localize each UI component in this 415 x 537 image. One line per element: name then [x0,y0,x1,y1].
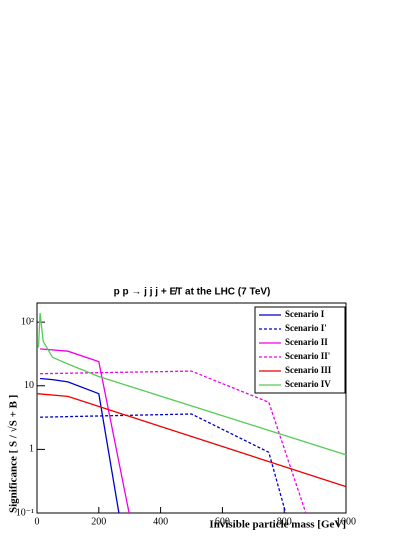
series-line [37,312,347,456]
legend-box [254,306,346,394]
series-line [36,393,347,488]
legend-label: Scenario II [285,337,328,347]
legend-label: Scenario I [285,309,325,319]
x-tick-label: 0 [35,516,40,527]
legend-label: Scenario III [285,365,332,375]
series-line [40,377,120,514]
series-line [40,370,307,514]
y-axis-label: Significance [ S / √S + B ] [8,395,20,513]
chart-title: p p → j j j + E̸T at the LHC (7 TeV) [114,286,271,298]
plot-frame [36,302,347,514]
x-tick-label: 800 [277,516,292,527]
legend-label: Scenario IV [285,379,331,389]
legend-label: Scenario I' [285,323,327,333]
x-tick-label: 600 [215,516,230,527]
legend-label: Scenario II' [285,351,330,361]
x-tick-label: 400 [153,516,168,527]
y-tick-label: 10 [24,380,34,391]
series-line [40,413,287,514]
y-tick-label: 10⁻¹ [16,507,34,518]
series-line [40,348,130,514]
x-tick-label: 200 [91,516,106,527]
y-tick-label: 10² [21,316,34,327]
x-axis-label: Invisible particle mass [GeV] [209,519,346,531]
y-tick-label: 1 [29,444,34,455]
x-tick-label: 1000 [336,516,356,527]
